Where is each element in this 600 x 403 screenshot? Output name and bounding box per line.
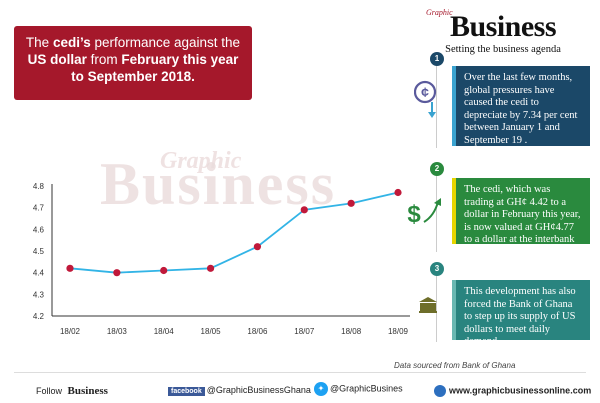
y-tick-label: 4.4	[33, 269, 45, 278]
svg-text:$: $	[407, 201, 421, 226]
data-point	[394, 188, 402, 197]
data-point	[300, 206, 308, 214]
brand-logo: Graphic Business Setting the business ag…	[418, 6, 588, 55]
x-tick-label: 18/08	[341, 327, 362, 336]
twitter-handle[interactable]: @GraphicBusines	[330, 383, 403, 394]
y-tick-label: 4.7	[33, 204, 45, 213]
facebook-icon: facebook	[168, 387, 205, 396]
twitter-icon: ✦	[314, 382, 328, 396]
x-tick-label: 18/06	[247, 327, 268, 336]
y-tick-label: 4.8	[33, 182, 45, 191]
cedi-down-icon: ¢	[414, 80, 437, 118]
watermark-small: Graphic	[160, 148, 242, 174]
info-panel-3: This development has also forced the Ban…	[452, 280, 590, 347]
brand-tagline: Setting the business agenda	[445, 44, 561, 55]
divider	[436, 270, 437, 342]
y-tick-label: 4.6	[33, 225, 45, 234]
x-tick-label: 18/03	[107, 327, 128, 336]
footer-website[interactable]: www.graphicbusinessonline.com	[434, 385, 591, 397]
follow-label: Follow	[36, 386, 63, 396]
data-point	[66, 264, 74, 272]
brand-small-text: Graphic	[426, 8, 453, 17]
divider	[436, 60, 437, 148]
title-text: from	[86, 52, 122, 67]
panel-number-1: 1	[430, 52, 444, 66]
footer-rule	[14, 372, 586, 373]
y-tick-label: 4.3	[33, 290, 45, 299]
line-chart: 4.8 4.7 4.6 4.5 4.4 4.3 4.2 18/02 18/03 18/04 18/0…	[33, 182, 410, 336]
x-tick-label: 18/07	[294, 327, 315, 336]
x-tick-label: 18/09	[388, 327, 409, 336]
title-text: performance against the	[90, 35, 241, 50]
facebook-handle[interactable]: @GraphicBusinessGhana	[206, 385, 311, 395]
svg-text:¢: ¢	[421, 84, 429, 100]
x-tick-label: 18/04	[154, 327, 175, 336]
x-tick-label: 18/05	[201, 327, 222, 336]
panel-number-2: 2	[430, 162, 444, 176]
dollar-up-icon: $	[407, 198, 441, 226]
brand-name: Business	[449, 10, 557, 43]
info-panel-1: Over the last few months, global pressur…	[452, 66, 590, 146]
data-point	[347, 199, 355, 207]
data-point	[206, 264, 215, 272]
y-tick-label: 4.2	[33, 312, 45, 321]
y-tick-label: 4.5	[33, 247, 45, 256]
title-text: The	[25, 35, 53, 50]
title-bold-usd: US dollar	[27, 52, 87, 67]
x-tick-label: 18/02	[60, 327, 81, 336]
watermark: Business	[100, 151, 337, 217]
title-bold-period: February this year to September 2018.	[71, 52, 239, 84]
footer-twitter[interactable]: ✦ @GraphicBusines	[314, 382, 403, 396]
follow-brand: Business	[67, 385, 108, 397]
footer-facebook[interactable]: facebook @GraphicBusinessGhana	[168, 385, 311, 396]
data-source-note: Data sourced from Bank of Ghana	[394, 361, 516, 370]
globe-icon	[434, 385, 446, 397]
footer-follow: Follow Business	[36, 385, 108, 397]
series-line	[69, 191, 399, 274]
chart-title-box: The cedi’s performance against the US do…	[14, 26, 252, 100]
panel-number-3: 3	[430, 262, 444, 276]
divider	[436, 170, 437, 252]
data-point	[160, 266, 168, 275]
info-panel-2: The cedi, which was trading at GH¢ 4.42 …	[452, 178, 590, 258]
website-link[interactable]: www.graphicbusinessonline.com	[449, 385, 592, 396]
data-point	[253, 243, 262, 251]
data-point	[113, 269, 121, 277]
bank-icon	[419, 297, 437, 313]
title-bold-cedi: cedi’s	[52, 35, 91, 50]
